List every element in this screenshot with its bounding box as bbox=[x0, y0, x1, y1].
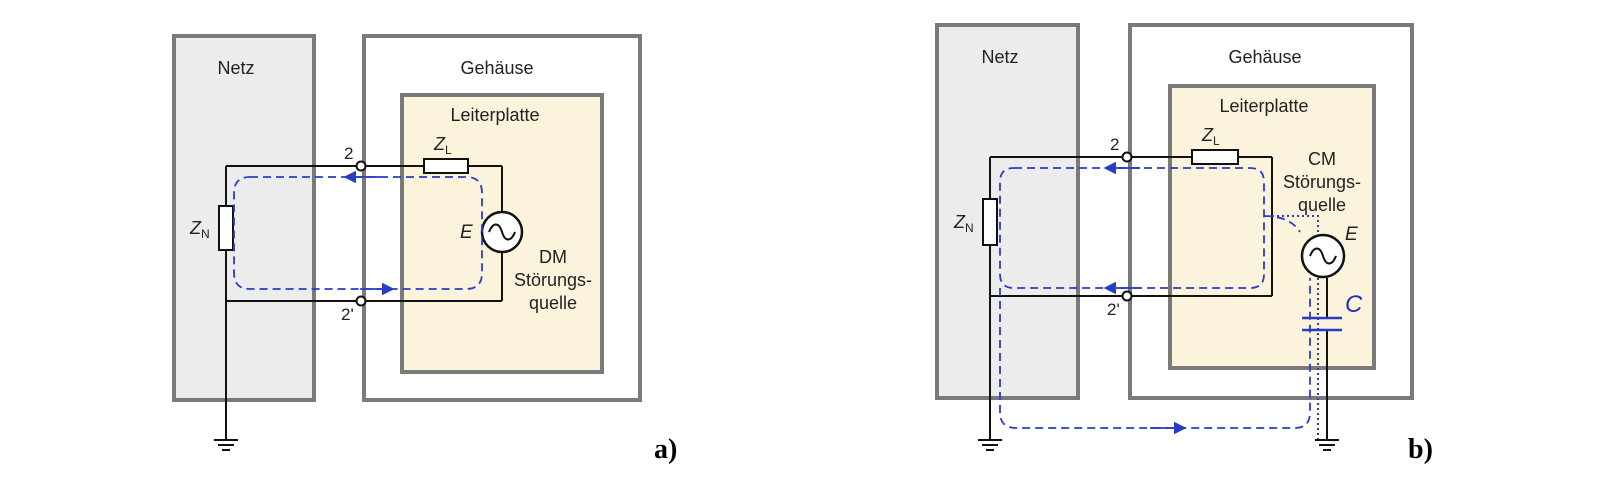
node-2prime bbox=[355, 295, 367, 307]
panel-b-tag: b) bbox=[1408, 434, 1433, 465]
cm-coupling-dotted bbox=[1272, 215, 1319, 233]
node-2-label: 2 bbox=[344, 144, 353, 163]
node-2prime-label: 2' bbox=[1107, 300, 1120, 319]
gehaeuse-label: Gehäuse bbox=[1228, 47, 1301, 67]
panel-b: Netz Gehäuse Leiterplatte ZL ZN bbox=[935, 23, 1433, 465]
zn-resistor bbox=[982, 198, 998, 246]
node-2prime bbox=[1121, 290, 1133, 302]
source-desc-line1: DM bbox=[539, 247, 567, 267]
leiterplatte-label: Leiterplatte bbox=[450, 105, 539, 125]
cm-source-icon bbox=[1300, 233, 1346, 279]
zn-resistor bbox=[218, 205, 234, 251]
ground-icon bbox=[214, 439, 238, 451]
source-e-label: E bbox=[1345, 224, 1358, 245]
netz-box bbox=[935, 23, 1080, 400]
zl-label: ZL bbox=[1201, 125, 1220, 148]
capacitor-label: C bbox=[1345, 291, 1363, 318]
source-desc-line3: quelle bbox=[529, 293, 577, 313]
panel-a-tag: a) bbox=[654, 434, 677, 465]
netz-label: Netz bbox=[981, 47, 1018, 67]
zl-label: ZL bbox=[433, 134, 452, 157]
zl-resistor bbox=[423, 158, 469, 174]
gehaeuse-label: Gehäuse bbox=[460, 58, 533, 78]
dm-source-icon bbox=[480, 210, 524, 254]
circuit-wires bbox=[989, 156, 1328, 440]
leiterplatte-label: Leiterplatte bbox=[1219, 96, 1308, 116]
zn-label: ZN bbox=[953, 212, 974, 235]
source-desc-line1: CM bbox=[1308, 149, 1336, 169]
node-2 bbox=[355, 160, 367, 172]
node-2 bbox=[1121, 151, 1133, 163]
zl-resistor bbox=[1191, 149, 1239, 165]
source-desc-line2: Störungs- bbox=[514, 270, 592, 290]
panel-a: Netz Gehäuse Leiterplatte ZL ZN E bbox=[172, 34, 677, 465]
netz-label: Netz bbox=[217, 58, 254, 78]
netz-box bbox=[172, 34, 316, 402]
node-2-label: 2 bbox=[1110, 135, 1119, 154]
ground-icon bbox=[978, 439, 1002, 451]
source-desc-line3: quelle bbox=[1298, 195, 1346, 215]
ground-icon bbox=[1315, 439, 1339, 451]
source-desc-line2: Störungs- bbox=[1283, 172, 1361, 192]
source-e-label: E bbox=[460, 222, 473, 243]
node-2prime-label: 2' bbox=[341, 305, 354, 324]
zn-label: ZN bbox=[189, 218, 210, 241]
capacitor-icon bbox=[1302, 316, 1342, 332]
